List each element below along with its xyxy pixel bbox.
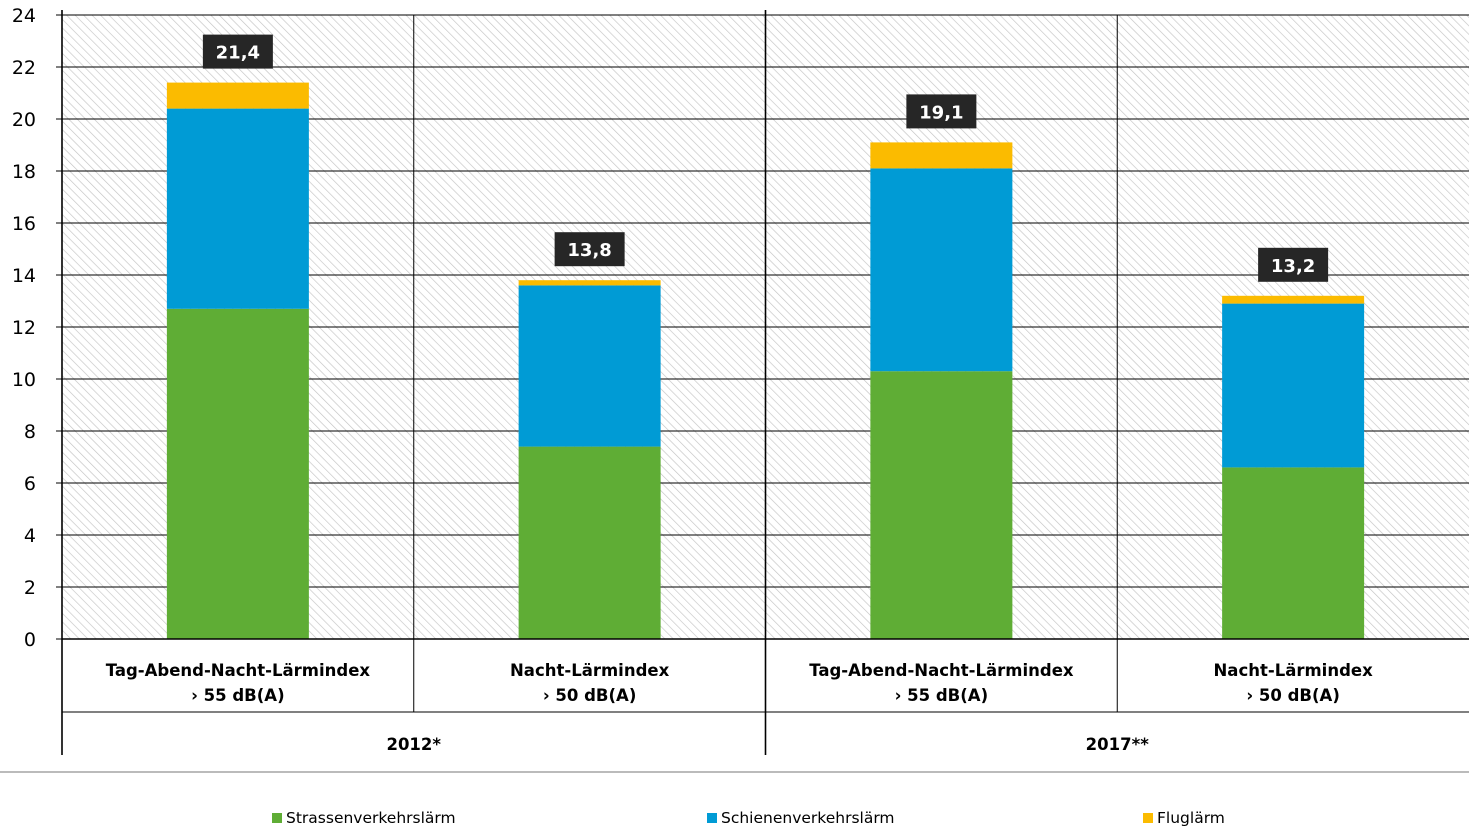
y-tick-label: 18 bbox=[12, 161, 36, 183]
total-label: 21,4 bbox=[216, 43, 260, 64]
total-label: 13,2 bbox=[1271, 256, 1315, 277]
legend: Strassenverkehrslärm Schienenverkehrslärm… bbox=[272, 809, 1225, 827]
category-label-line2: › 55 dB(A) bbox=[191, 686, 285, 705]
total-label-box bbox=[202, 34, 273, 69]
legend-label: Strassenverkehrslärm bbox=[286, 809, 456, 827]
total-label-box bbox=[1258, 247, 1329, 282]
category-label-line2: › 55 dB(A) bbox=[895, 686, 989, 705]
axes bbox=[0, 10, 1469, 773]
total-label-box bbox=[554, 232, 625, 267]
bar-segment bbox=[518, 280, 661, 286]
bar-segment bbox=[1222, 467, 1365, 639]
bar-segment bbox=[518, 446, 661, 639]
bar-segment bbox=[1222, 303, 1365, 468]
bars bbox=[166, 82, 1365, 639]
total-label-box bbox=[906, 94, 977, 129]
group-label: 2017** bbox=[1086, 735, 1150, 754]
y-tick-label: 20 bbox=[12, 109, 36, 131]
labels: 02468101214161820222421,413,819,113,2Tag… bbox=[12, 5, 1373, 754]
y-tick-label: 0 bbox=[24, 629, 36, 651]
bar-segment bbox=[1222, 295, 1365, 304]
category-label-line1: Tag-Abend-Nacht-Lärmindex bbox=[106, 661, 371, 680]
y-tick-label: 24 bbox=[12, 5, 36, 27]
legend-label: Fluglärm bbox=[1157, 809, 1225, 827]
bar-segment bbox=[166, 108, 309, 309]
y-tick-label: 22 bbox=[12, 57, 36, 79]
y-tick-label: 12 bbox=[12, 317, 36, 339]
bar-segment bbox=[518, 285, 661, 447]
bar-segment bbox=[166, 82, 309, 109]
category-label-line1: Nacht-Lärmindex bbox=[1214, 661, 1374, 680]
category-label-line2: › 50 dB(A) bbox=[1246, 686, 1340, 705]
y-tick-label: 8 bbox=[24, 421, 36, 443]
y-tick-label: 16 bbox=[12, 213, 36, 235]
y-tick-label: 2 bbox=[24, 577, 36, 599]
total-label: 19,1 bbox=[919, 102, 963, 123]
legend-label: Schienenverkehrslärm bbox=[721, 809, 895, 827]
category-label-line1: Tag-Abend-Nacht-Lärmindex bbox=[809, 661, 1074, 680]
legend-swatch bbox=[272, 813, 282, 823]
bar-segment bbox=[870, 371, 1013, 639]
bar-segment bbox=[870, 168, 1013, 372]
y-tick-label: 14 bbox=[12, 265, 36, 287]
category-label-line2: › 50 dB(A) bbox=[543, 686, 637, 705]
group-label: 2012* bbox=[386, 735, 441, 754]
bar-segment bbox=[870, 142, 1013, 169]
legend-swatch bbox=[1143, 813, 1153, 823]
total-label: 13,8 bbox=[567, 240, 611, 261]
y-tick-label: 10 bbox=[12, 369, 36, 391]
legend-swatch bbox=[707, 813, 717, 823]
category-label-line1: Nacht-Lärmindex bbox=[510, 661, 670, 680]
bar-segment bbox=[166, 308, 309, 639]
y-tick-label: 6 bbox=[24, 473, 36, 495]
y-tick-label: 4 bbox=[24, 525, 36, 547]
